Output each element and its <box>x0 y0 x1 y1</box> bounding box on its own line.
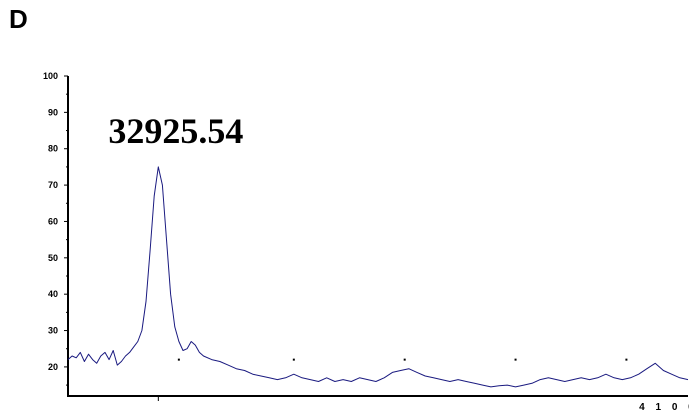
x-minor-tick-dot <box>625 358 628 361</box>
y-tick-label: 60 <box>48 216 58 226</box>
y-tick-label: 20 <box>48 362 58 372</box>
x-minor-tick-dot <box>403 358 406 361</box>
y-tick-label: 70 <box>48 180 58 190</box>
series-group <box>67 166 689 388</box>
spectrum-line <box>67 166 689 388</box>
x-minor-tick-dot <box>177 358 180 361</box>
y-tick-label: 90 <box>48 107 58 117</box>
annotation-group: 32925.54 <box>108 111 243 151</box>
x-minor-tick-dot <box>514 358 517 361</box>
y-tick-label: 80 <box>48 144 58 154</box>
y-tick-label: 100 <box>43 71 58 81</box>
x-axis: 4 1 0 0 0 <box>68 358 689 412</box>
panel-label: D <box>9 4 28 34</box>
x-tick-label: 4 1 0 0 0 <box>639 402 689 412</box>
y-tick-label: 50 <box>48 253 58 263</box>
x-minor-tick-dot <box>292 358 295 361</box>
y-axis: 20 30 40 50 60 70 80 90 100 <box>43 71 69 397</box>
y-tick-label: 40 <box>48 289 58 299</box>
y-tick-label: 30 <box>48 326 58 336</box>
peak-mass-label: 32925.54 <box>108 111 243 151</box>
